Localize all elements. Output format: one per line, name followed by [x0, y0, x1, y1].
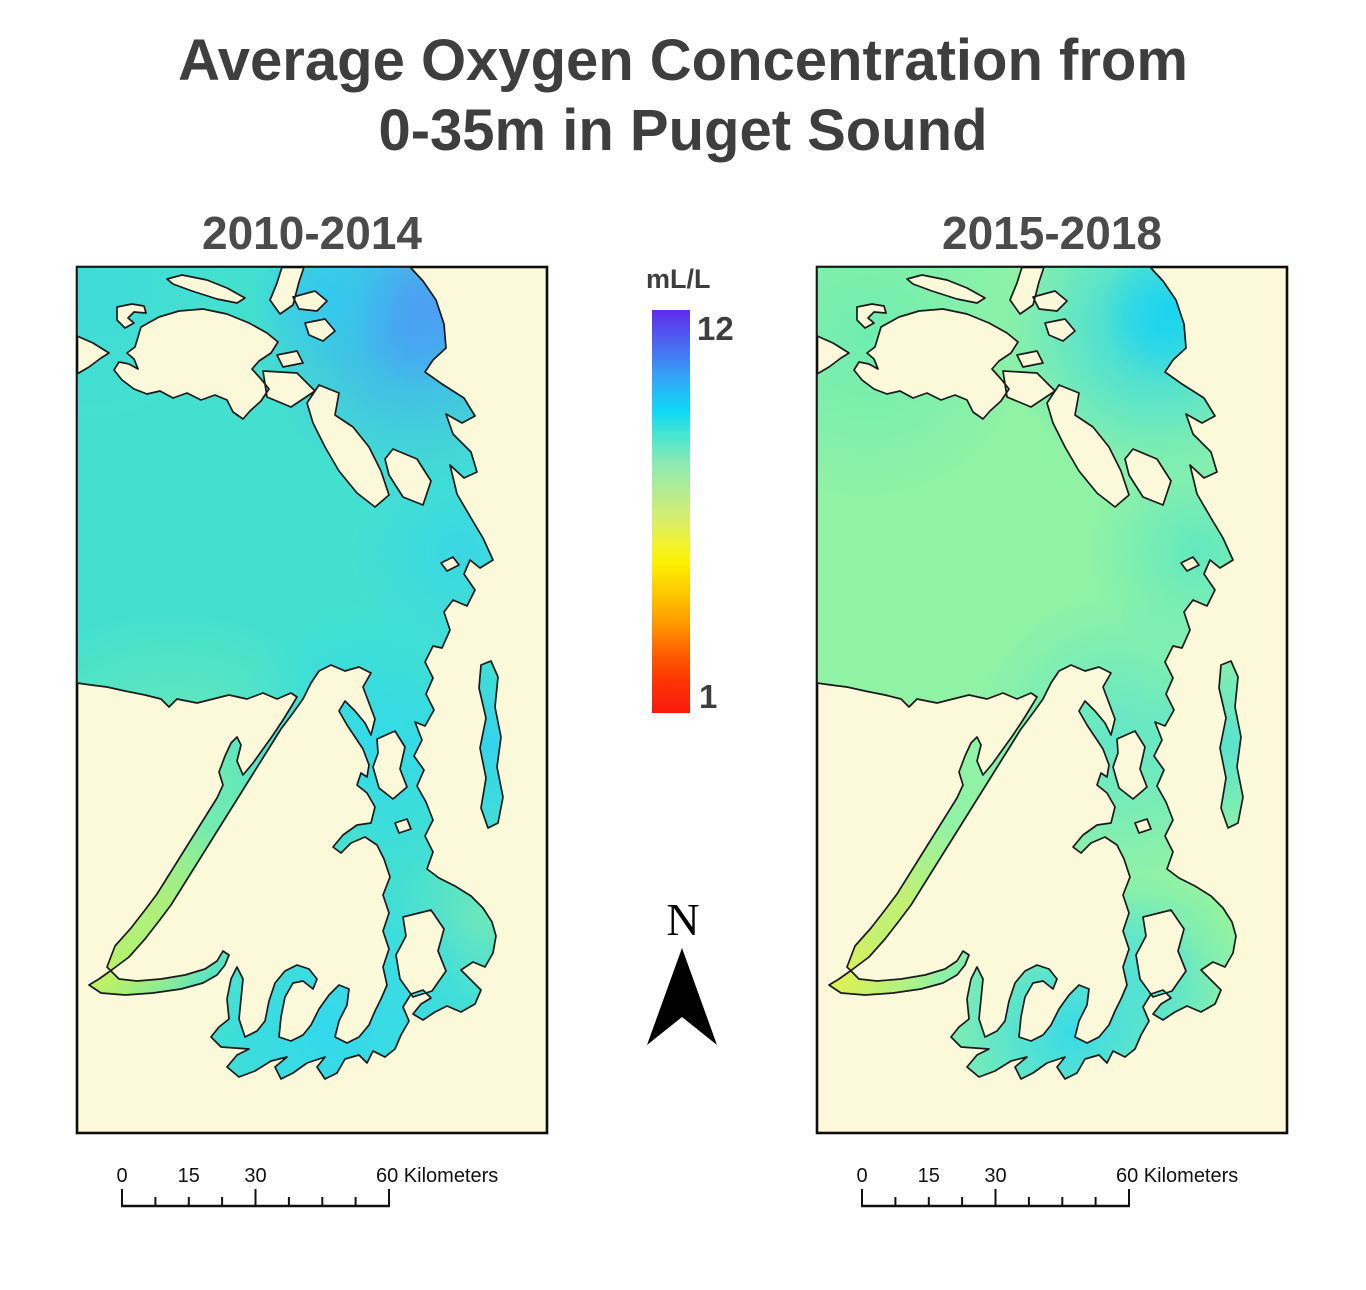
legend-min-label: 1 [699, 678, 718, 715]
figure-title-line2: 0-35m in Puget Sound [378, 98, 988, 163]
legend-unit-label: mL/L [646, 264, 711, 294]
scale-label-0: 0 [856, 1165, 867, 1187]
legend-colorbar [652, 310, 690, 713]
legend-max-label: 12 [697, 310, 734, 347]
scale-label-30: 30 [244, 1165, 266, 1187]
scale-label-30: 30 [984, 1165, 1006, 1187]
north-arrow-icon [647, 948, 717, 1045]
scale-label-60km: 60 Kilometers [376, 1165, 498, 1187]
scale-bar-ticks [861, 1189, 1130, 1208]
scale-label-15: 15 [178, 1165, 200, 1187]
map-panel-2015-2018 [815, 265, 1289, 1135]
north-arrow: N [647, 894, 717, 1045]
figure-title-line1: Average Oxygen Concentration from [178, 28, 1188, 93]
scale-label-60km: 60 Kilometers [1116, 1165, 1238, 1187]
map-panel-2010-2014 [75, 265, 549, 1135]
scale-label-15: 15 [918, 1165, 940, 1187]
scale-bar-right: 0 15 30 60 Kilometers [856, 1165, 1238, 1208]
figure-title: Average Oxygen Concentration from 0-35m … [0, 26, 1366, 166]
scale-bar-ticks [121, 1189, 390, 1208]
panel-label-2015-2018: 2015-2018 [942, 207, 1162, 259]
scale-label-0: 0 [116, 1165, 127, 1187]
scale-bar-left: 0 15 30 60 Kilometers [116, 1165, 498, 1208]
panel-label-2010-2014: 2010-2014 [202, 207, 422, 259]
north-label: N [666, 894, 699, 945]
